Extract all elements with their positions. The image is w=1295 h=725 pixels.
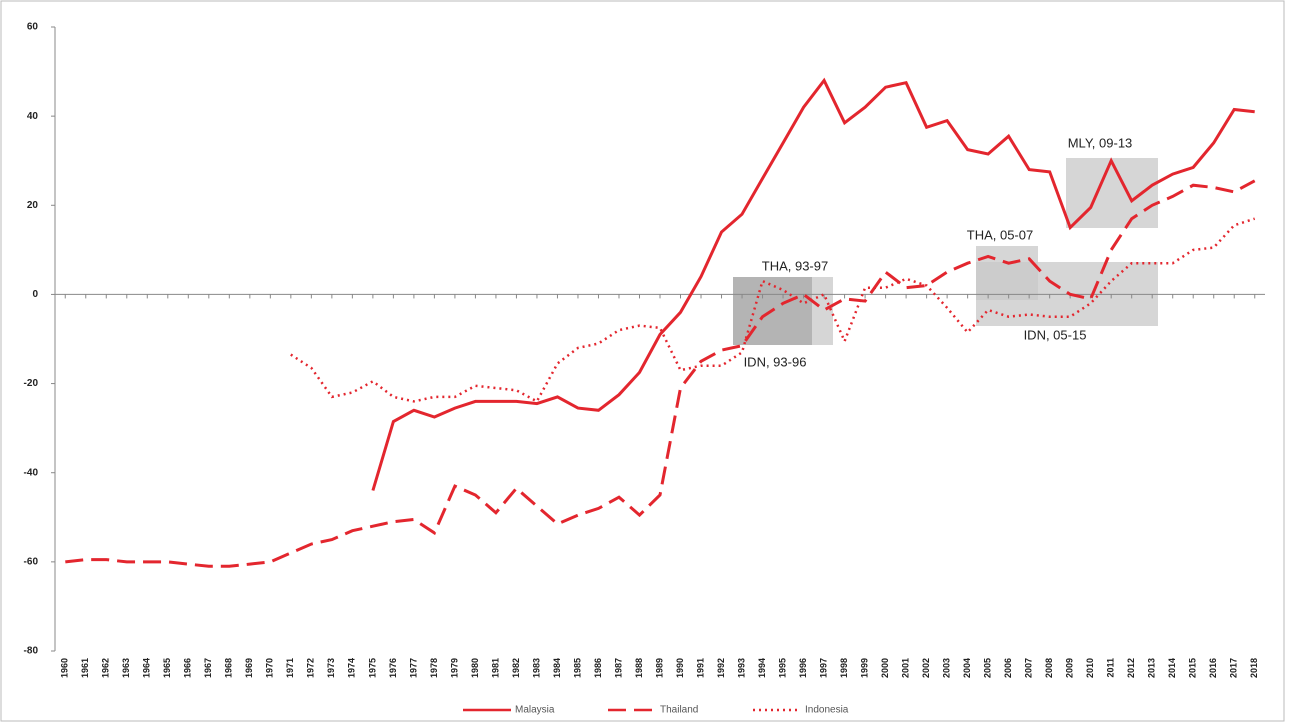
y-tick-label: 0	[32, 289, 38, 300]
x-tick-label: 2017	[1229, 658, 1239, 678]
x-tick-label: 1963	[121, 658, 131, 678]
x-tick-label: 2008	[1044, 658, 1054, 678]
y-tick-label: -20	[24, 378, 39, 389]
legend-label: Thailand	[660, 705, 698, 716]
x-tick-label: 2010	[1085, 658, 1095, 678]
x-tick-label: 1968	[224, 658, 234, 678]
x-tick-label: 1984	[552, 658, 562, 678]
x-tick-label: 2013	[1147, 658, 1157, 678]
x-tick-label: 2007	[1024, 658, 1034, 678]
x-tick-label: 1977	[408, 658, 418, 678]
x-tick-label: 1996	[798, 658, 808, 678]
x-tick-label: 1980	[470, 658, 480, 678]
x-tick-label: 1973	[326, 658, 336, 678]
x-tick-label: 2005	[983, 658, 993, 678]
x-tick-label: 2011	[1106, 658, 1116, 678]
annotation: THA, 93-97	[762, 258, 828, 273]
x-tick-label: 1981	[490, 658, 500, 678]
x-tick-label: 2006	[1003, 658, 1013, 678]
x-tick-label: 2012	[1126, 658, 1136, 678]
y-tick-label: 20	[27, 200, 39, 211]
y-tick-label: 40	[27, 111, 39, 122]
x-tick-label: 1976	[388, 658, 398, 678]
x-tick-label: 1995	[777, 658, 787, 678]
x-tick-label: 2015	[1188, 658, 1198, 678]
x-tick-label: 1965	[162, 658, 172, 678]
annotation: MLY, 09-13	[1068, 135, 1133, 150]
x-tick-label: 1961	[80, 658, 90, 678]
x-tick-label: 1983	[531, 658, 541, 678]
y-tick-label: -80	[24, 646, 39, 657]
x-tick-label: 2016	[1208, 658, 1218, 678]
x-tick-label: 1970	[265, 658, 275, 678]
x-tick-label: 2000	[880, 658, 890, 678]
series-line	[371, 77, 1255, 491]
y-tick-label: 60	[27, 22, 39, 33]
x-tick-label: 1960	[60, 658, 70, 678]
x-tick-label: 1978	[429, 658, 439, 678]
x-tick-label: 1990	[675, 658, 685, 678]
x-tick-label: 1998	[839, 658, 849, 678]
series-line	[65, 179, 1256, 568]
x-tick-label: 2001	[900, 658, 910, 678]
x-tick-label: 1982	[511, 658, 521, 678]
x-tick-label: 1979	[449, 658, 459, 678]
x-tick-label: 1988	[634, 658, 644, 678]
x-tick-label: 2014	[1167, 658, 1177, 678]
x-tick-label: 1967	[203, 658, 213, 678]
legend-label: Indonesia	[805, 705, 849, 716]
x-tick-label: 1999	[859, 658, 869, 678]
x-tick-label: 2009	[1065, 658, 1075, 678]
x-tick-label: 1962	[101, 658, 111, 678]
x-tick-label: 1989	[654, 658, 664, 678]
x-tick-label: 1993	[736, 658, 746, 678]
x-tick-label: 1997	[818, 658, 828, 678]
x-tick-label: 1974	[347, 658, 357, 678]
x-tick-label: 1964	[142, 658, 152, 678]
x-tick-label: 2018	[1249, 658, 1259, 678]
annotation: THA, 05-07	[967, 227, 1033, 242]
x-tick-label: 1992	[716, 658, 726, 678]
x-tick-label: 2003	[941, 658, 951, 678]
x-tick-label: 1971	[285, 658, 295, 678]
x-tick-label: 1985	[572, 658, 582, 678]
x-tick-label: 1972	[306, 658, 316, 678]
x-tick-label: 1966	[183, 658, 193, 678]
x-tick-label: 1994	[757, 658, 767, 678]
x-tick-label: 2004	[962, 658, 972, 678]
y-tick-label: -40	[24, 467, 39, 478]
legend-label: Malaysia	[515, 705, 555, 716]
x-tick-label: 1987	[613, 658, 623, 678]
x-tick-label: 2002	[921, 658, 931, 678]
x-tick-label: 1975	[367, 658, 377, 678]
x-tick-label: 1969	[244, 658, 254, 678]
annotation: IDN, 93-96	[744, 354, 807, 369]
annotation: IDN, 05-15	[1024, 327, 1087, 342]
y-tick-label: -60	[24, 556, 39, 567]
x-tick-label: 1986	[593, 658, 603, 678]
x-tick-label: 1991	[695, 658, 705, 678]
